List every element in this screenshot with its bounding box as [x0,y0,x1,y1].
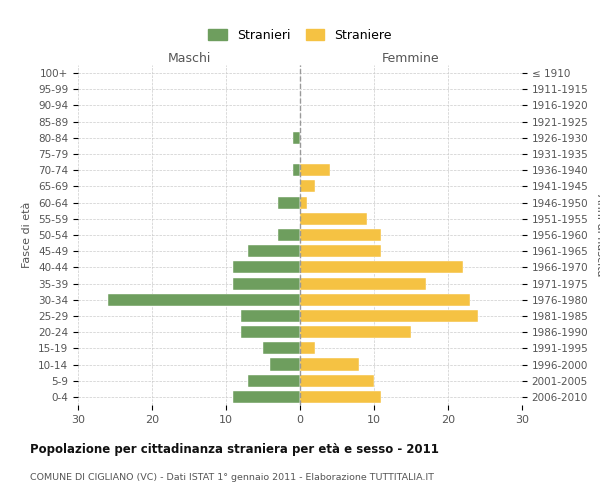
Bar [233,391,300,403]
Bar [300,358,359,370]
Text: Femmine: Femmine [382,52,440,65]
Bar [300,342,315,354]
Bar [300,310,478,322]
Bar [278,229,300,241]
Y-axis label: Fasce di età: Fasce di età [22,202,32,268]
Bar [300,212,367,225]
Bar [263,342,300,354]
Bar [300,278,426,289]
Bar [293,132,300,144]
Bar [300,391,382,403]
Bar [241,326,300,338]
Bar [300,326,411,338]
Bar [271,358,300,370]
Y-axis label: Anni di nascita: Anni di nascita [595,194,600,276]
Bar [300,262,463,274]
Text: Popolazione per cittadinanza straniera per età e sesso - 2011: Popolazione per cittadinanza straniera p… [30,442,439,456]
Text: Maschi: Maschi [167,52,211,65]
Bar [300,294,470,306]
Bar [248,245,300,258]
Bar [233,278,300,289]
Bar [293,164,300,176]
Bar [300,196,307,208]
Bar [107,294,300,306]
Bar [300,374,374,387]
Bar [300,180,315,192]
Bar [233,262,300,274]
Text: COMUNE DI CIGLIANO (VC) - Dati ISTAT 1° gennaio 2011 - Elaborazione TUTTITALIA.I: COMUNE DI CIGLIANO (VC) - Dati ISTAT 1° … [30,472,434,482]
Bar [300,245,382,258]
Legend: Stranieri, Straniere: Stranieri, Straniere [203,24,397,46]
Bar [300,164,329,176]
Bar [278,196,300,208]
Bar [300,229,382,241]
Bar [241,310,300,322]
Bar [248,374,300,387]
